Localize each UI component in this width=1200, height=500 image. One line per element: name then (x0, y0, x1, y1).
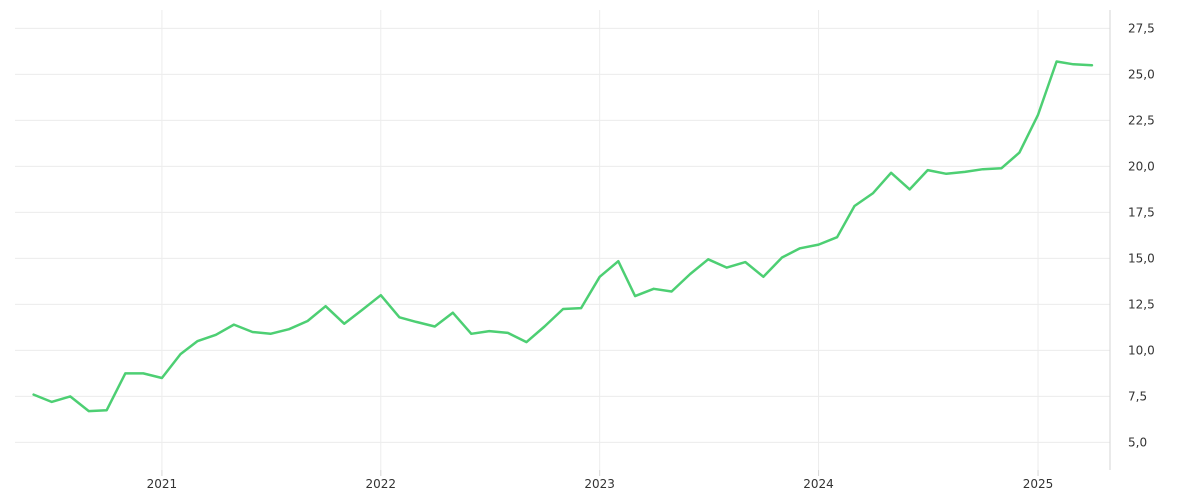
data-point (452, 311, 454, 313)
data-point (215, 334, 217, 336)
data-point (872, 192, 874, 194)
data-point (415, 321, 417, 323)
data-point (652, 288, 654, 290)
data-point (726, 266, 728, 268)
data-point (343, 323, 345, 325)
x-tick-label: 2022 (366, 477, 397, 491)
y-tick-label: 5,0 (1128, 435, 1147, 449)
x-tick-label: 2024 (803, 477, 834, 491)
data-point (470, 333, 472, 335)
y-tick-label: 7,5 (1128, 389, 1147, 403)
data-point (196, 340, 198, 342)
data-point (744, 261, 746, 263)
y-tick-label: 27,5 (1128, 21, 1155, 35)
data-point (689, 273, 691, 275)
y-tick-label: 20,0 (1128, 159, 1155, 173)
data-point (982, 168, 984, 170)
data-point (398, 316, 400, 318)
data-point (251, 331, 253, 333)
y-tick-label: 22,5 (1128, 113, 1155, 127)
data-point (50, 401, 52, 403)
data-point (926, 169, 928, 171)
data-point (1000, 167, 1002, 169)
data-point (1018, 151, 1020, 153)
data-point (707, 258, 709, 260)
data-point (269, 333, 271, 335)
data-point (32, 393, 34, 395)
y-tick-label: 12,5 (1128, 297, 1155, 311)
x-tick-label: 2021 (147, 477, 178, 491)
series-line (32, 60, 1094, 413)
data-point (142, 372, 144, 374)
data-point (507, 332, 509, 334)
data-point (106, 409, 108, 411)
data-point (799, 247, 801, 249)
data-point (525, 341, 527, 343)
data-point (580, 307, 582, 309)
data-point (88, 410, 90, 412)
data-point (324, 305, 326, 307)
data-point (69, 395, 71, 397)
data-point (762, 276, 764, 278)
data-point (1072, 63, 1074, 65)
data-point (598, 276, 600, 278)
data-point (1091, 64, 1093, 66)
data-point (361, 309, 363, 311)
data-point (161, 377, 163, 379)
data-point (817, 243, 819, 245)
data-point (306, 320, 308, 322)
y-tick-label: 25,0 (1128, 67, 1155, 81)
data-point (543, 325, 545, 327)
data-point (380, 294, 382, 296)
y-tick-label: 10,0 (1128, 343, 1155, 357)
data-point (781, 256, 783, 258)
data-point (670, 290, 672, 292)
data-point (964, 171, 966, 173)
x-tick-label: 2025 (1023, 477, 1054, 491)
data-point (634, 295, 636, 297)
data-point (562, 308, 564, 310)
data-point (233, 323, 235, 325)
data-point (853, 205, 855, 207)
data-point (836, 236, 838, 238)
data-point (488, 330, 490, 332)
data-point (434, 325, 436, 327)
y-tick-label: 17,5 (1128, 205, 1155, 219)
data-point (179, 353, 181, 355)
data-point (124, 372, 126, 374)
x-tick-label: 2023 (584, 477, 615, 491)
data-point (890, 172, 892, 174)
data-point (617, 260, 619, 262)
data-point (945, 173, 947, 175)
data-point (909, 188, 911, 190)
data-point (1055, 60, 1057, 62)
y-tick-label: 15,0 (1128, 251, 1155, 265)
data-point (1037, 114, 1039, 116)
data-point (288, 328, 290, 330)
